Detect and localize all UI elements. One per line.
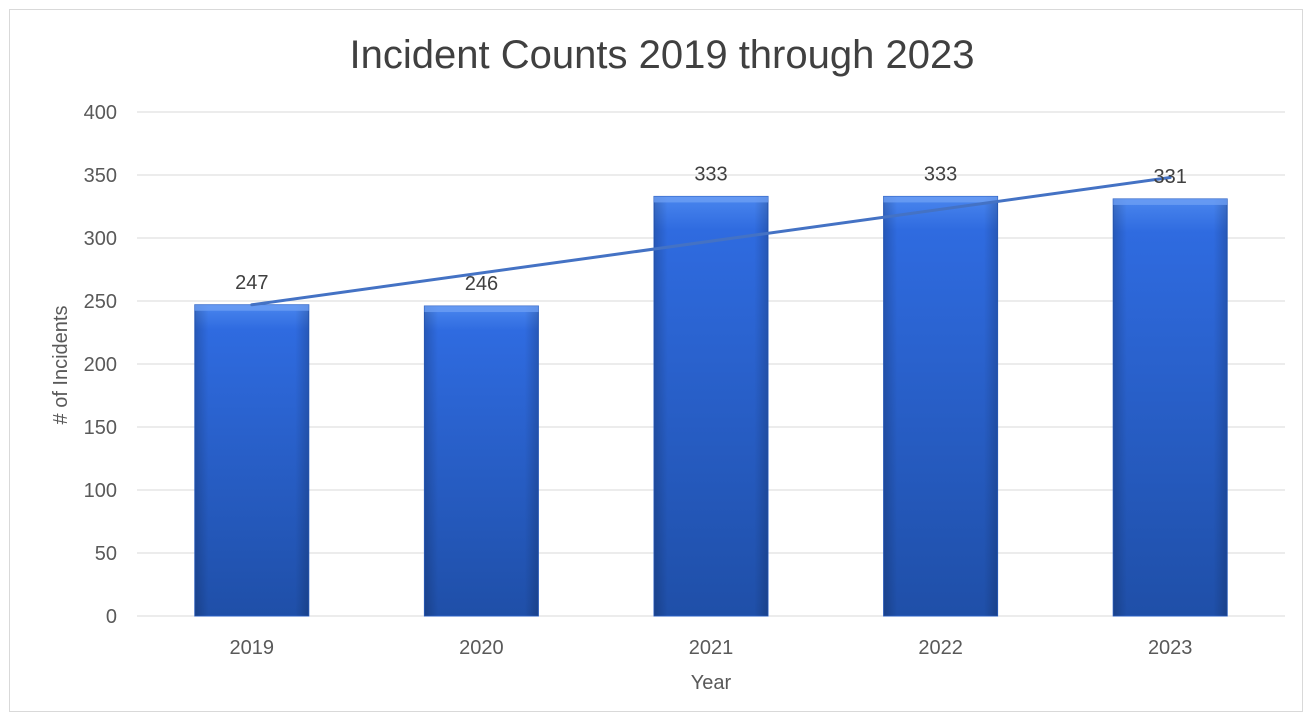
trendline-line bbox=[250, 176, 1172, 307]
bar-shade-2022 bbox=[883, 196, 998, 617]
x-tick-label-2023: 2023 bbox=[1148, 637, 1193, 659]
data-label-2021: 333 bbox=[694, 163, 727, 185]
data-label-2022: 333 bbox=[924, 163, 957, 185]
y-tick-label: 100 bbox=[84, 480, 117, 502]
y-tick-label: 400 bbox=[84, 102, 117, 124]
data-label-2023: 331 bbox=[1154, 166, 1187, 188]
x-tick-label-2020: 2020 bbox=[459, 637, 504, 659]
y-tick-label: 0 bbox=[106, 606, 117, 628]
data-labels: 247 246 333 333 331 bbox=[235, 163, 1187, 295]
data-label-2019: 247 bbox=[235, 272, 268, 294]
bar-shade-2019 bbox=[194, 304, 309, 616]
bar-highlight-2020 bbox=[424, 306, 539, 313]
y-tick-label: 150 bbox=[84, 417, 117, 439]
y-tick-label: 350 bbox=[84, 165, 117, 187]
y-tick-label: 200 bbox=[84, 354, 117, 376]
x-tick-label-2021: 2021 bbox=[689, 637, 734, 659]
y-axis-ticks: 0 50 100 150 200 250 300 350 400 bbox=[84, 102, 117, 628]
bar-shade-2023 bbox=[1113, 198, 1228, 616]
x-axis-label: Year bbox=[691, 672, 732, 694]
bar-shade-2020 bbox=[424, 306, 539, 616]
trendline bbox=[250, 176, 1172, 307]
chart-title: Incident Counts 2019 through 2023 bbox=[350, 33, 975, 77]
x-tick-label-2019: 2019 bbox=[230, 637, 275, 659]
bar-highlight-2019 bbox=[194, 304, 309, 311]
bar-highlight-2023 bbox=[1113, 198, 1228, 205]
data-label-2020: 246 bbox=[465, 273, 498, 295]
y-tick-label: 50 bbox=[95, 543, 117, 565]
x-axis-ticks: 2019 2020 2021 2022 2023 bbox=[230, 637, 1193, 659]
x-tick-label-2022: 2022 bbox=[918, 637, 963, 659]
y-tick-label: 300 bbox=[84, 228, 117, 250]
bar-highlight-2021 bbox=[654, 196, 768, 203]
bar-shade-2021 bbox=[654, 196, 768, 617]
y-tick-label: 250 bbox=[84, 291, 117, 313]
bar-highlight-2022 bbox=[883, 196, 998, 203]
bars bbox=[194, 195, 1228, 617]
y-axis-label: # of Incidents bbox=[50, 306, 72, 425]
